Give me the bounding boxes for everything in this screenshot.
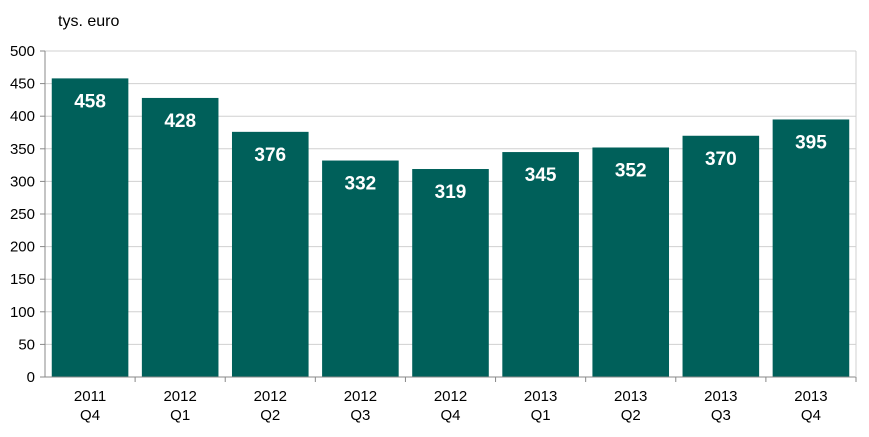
data-label: 428 — [164, 111, 196, 132]
y-tick-label: 300 — [10, 173, 35, 190]
axes — [44, 51, 857, 378]
x-tick-label-year: 2011 — [74, 388, 106, 405]
bar — [772, 119, 850, 378]
x-tick-label-quarter: Q4 — [80, 407, 100, 424]
x-tick-label-year: 2012 — [163, 388, 196, 405]
y-tick-label: 500 — [10, 43, 35, 60]
data-labels: 458 428 376 332 319 345 352 370 395 — [74, 91, 827, 203]
bar — [502, 152, 579, 377]
bar — [231, 131, 309, 377]
y-tick-label: 0 — [27, 369, 35, 386]
y-tick-label: 50 — [18, 336, 35, 353]
x-tick-label-quarter: Q3 — [350, 407, 370, 424]
y-axis-unit-label: tys. euro — [58, 13, 119, 30]
y-tick-label: 350 — [10, 141, 35, 158]
x-tick-label-quarter: Q4 — [440, 407, 460, 424]
data-label: 352 — [615, 160, 647, 181]
x-tick-label-year: 2013 — [524, 388, 557, 405]
bar — [51, 78, 129, 377]
x-tick-label-year: 2012 — [434, 388, 467, 405]
bar — [322, 160, 399, 377]
x-tick-label-year: 2013 — [614, 388, 647, 405]
data-label: 345 — [525, 165, 557, 186]
x-tick-label-year: 2012 — [254, 388, 287, 405]
bar — [592, 147, 670, 377]
y-axis-ticks: 0 50 100 150 200 250 300 350 400 450 500 — [10, 43, 45, 386]
x-tick-label-year: 2013 — [794, 388, 827, 405]
y-tick-label: 150 — [10, 271, 35, 288]
y-tick-label: 450 — [10, 76, 35, 93]
bar — [412, 169, 489, 377]
y-tick-label: 100 — [10, 304, 35, 321]
y-tick-label: 200 — [10, 239, 35, 256]
x-tick-label-year: 2012 — [344, 388, 377, 405]
x-tick-label-quarter: Q1 — [170, 407, 190, 424]
data-label: 332 — [345, 174, 377, 195]
x-axis-ticks: 2011 Q4 2012 Q1 2012 Q2 2012 Q3 2012 Q4 2013 Q1 2013… — [74, 377, 857, 424]
x-tick-label-quarter: Q1 — [531, 407, 551, 424]
x-tick-label-quarter: Q2 — [260, 407, 280, 424]
y-tick-label: 250 — [10, 206, 35, 223]
bars — [51, 78, 850, 378]
x-tick-label-quarter: Q3 — [711, 407, 731, 424]
bar — [141, 97, 219, 377]
data-label: 376 — [254, 145, 286, 166]
y-tick-label: 400 — [10, 108, 35, 125]
data-label: 458 — [74, 91, 106, 112]
data-label: 370 — [705, 149, 737, 170]
x-tick-label-quarter: Q4 — [801, 407, 821, 424]
data-label: 319 — [435, 182, 467, 203]
bar — [682, 135, 760, 377]
x-tick-label-year: 2013 — [704, 388, 737, 405]
x-tick-label-quarter: Q2 — [621, 407, 641, 424]
data-label: 395 — [795, 132, 827, 153]
